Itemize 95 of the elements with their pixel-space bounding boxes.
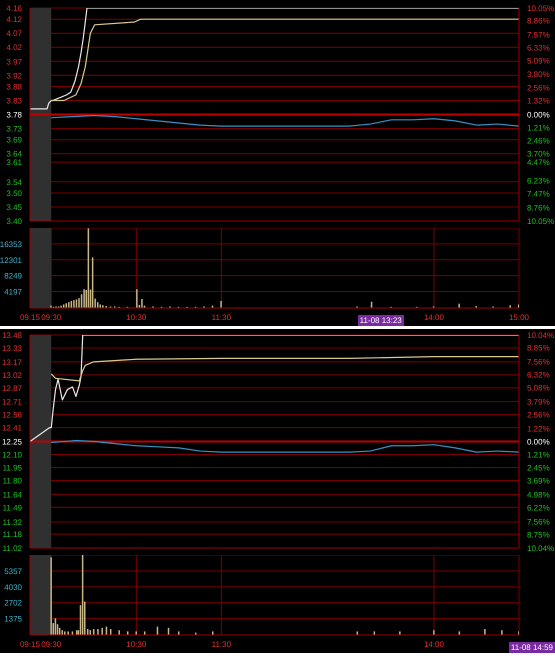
y-tick-label: 3.78	[6, 110, 23, 120]
y-tick-label: 13.48	[2, 331, 23, 340]
y-tick-label: 3.45	[6, 202, 23, 212]
y2-tick-label: 5.08%	[527, 384, 550, 393]
y-tick-label: 4.12	[6, 15, 23, 24]
y2-tick-label: 6.23%	[527, 176, 550, 186]
y-tick-label: 5357	[4, 567, 23, 576]
y-tick-label: 11.49	[2, 503, 23, 512]
x-tick-label: 14:00	[424, 640, 445, 649]
y-tick-label: 4030	[4, 582, 23, 592]
y-tick-label: 11.80	[2, 476, 23, 486]
y-tick-label: 4.16	[6, 4, 23, 13]
y-tick-label: 12.87	[2, 384, 23, 393]
y-tick-label: 4.07	[6, 29, 23, 38]
y2-tick-label: 7.56%	[527, 518, 550, 527]
y-tick-label: 3.92	[6, 71, 23, 80]
y-tick-label: 13.33	[2, 344, 23, 353]
y-tick-label: 3.97	[6, 57, 23, 66]
x-tick-label: 11:30	[212, 640, 232, 649]
y2-tick-label: 1.22%	[527, 424, 550, 434]
y-tick-label: 11.95	[2, 463, 23, 472]
y2-tick-label: 5.09%	[527, 56, 550, 66]
x-tick-label: 10:30	[126, 313, 147, 322]
y-tick-label: 11.64	[2, 490, 23, 500]
y-tick-label: 8249	[4, 272, 23, 281]
y-tick-label: 3.69	[6, 136, 23, 145]
y-tick-label: 11.32	[2, 518, 23, 528]
y-tick-label: 12.56	[2, 410, 23, 420]
y2-tick-label: 6.33%	[527, 43, 550, 52]
y2-tick-label: 7.56%	[527, 357, 550, 366]
y2-tick-label: 1.32%	[527, 96, 550, 106]
x-tick-label: 09:30	[41, 640, 62, 649]
x-tick-label: 14:00	[424, 313, 445, 322]
line-series	[50, 356, 519, 382]
y2-tick-label: 4.98%	[527, 490, 550, 500]
y-tick-label: 11.18	[2, 530, 23, 540]
y2-tick-label: 7.47%	[527, 190, 550, 199]
x-tick-label: 10:30	[126, 640, 147, 649]
y-tick-label: 16353	[0, 240, 23, 249]
y2-tick-label: 0.00%	[527, 438, 550, 446]
y2-tick-label: 0.00%	[527, 110, 550, 120]
y2-tick-label: 4.47%	[527, 158, 550, 167]
y2-tick-label: 10.05%	[527, 4, 554, 13]
x-tick-label: 09:30	[41, 313, 62, 322]
y-tick-label: 3.40	[6, 217, 23, 226]
y-tick-label: 13.02	[2, 370, 23, 380]
y-tick-label: 3.64	[6, 150, 23, 159]
y-tick-label: 3.88	[6, 82, 23, 92]
y2-tick-label: 10.04%	[527, 331, 554, 340]
x-tick-label: 09:15	[20, 640, 41, 649]
x-tick-label: 11:30	[212, 313, 232, 322]
y-tick-label: 12.41	[2, 424, 23, 433]
line-series	[30, 8, 519, 110]
y-tick-label: 12.10	[2, 450, 23, 460]
y-tick-label: 1375	[4, 614, 23, 624]
y2-tick-label: 3.80%	[527, 70, 550, 80]
y2-tick-label: 8.75%	[527, 530, 550, 540]
y2-tick-label: 1.21%	[527, 123, 550, 132]
line-series	[50, 18, 519, 102]
y-tick-label: 4.02	[6, 43, 23, 52]
y2-tick-label: 10.05%	[527, 217, 554, 226]
y-tick-label: 13.17	[2, 358, 23, 367]
y-tick-label: 12.25	[2, 438, 23, 446]
text: 11-08 14:59	[508, 642, 555, 653]
y-tick-label: 12301	[0, 256, 23, 265]
y-tick-label: 3.50	[6, 188, 23, 198]
y2-tick-label: 6.22%	[527, 503, 550, 512]
y2-tick-label: 2.56%	[527, 410, 550, 420]
y2-tick-label: 7.57%	[527, 30, 550, 40]
y2-tick-label: 3.79%	[527, 397, 550, 406]
y2-tick-label: 8.86%	[527, 16, 550, 26]
y-tick-label: 11.02	[2, 544, 23, 553]
x-tick-label: 15:00	[508, 313, 530, 322]
x-tick-label: 09:15	[20, 313, 41, 322]
y2-tick-label: 2.46%	[527, 136, 550, 146]
y2-tick-label: 2.56%	[527, 83, 550, 92]
line-series	[50, 114, 519, 127]
y-tick-label: 3.61	[6, 158, 23, 168]
y2-tick-label: 3.70%	[527, 150, 550, 159]
y-tick-label: 3.83	[6, 96, 23, 106]
y-tick-label: 4197	[4, 288, 23, 297]
line-series	[50, 440, 519, 453]
y-tick-label: 12.71	[2, 398, 23, 407]
y2-tick-label: 8.76%	[527, 203, 550, 212]
line-series	[30, 335, 519, 442]
y2-tick-label: 10.04%	[527, 544, 554, 553]
y2-tick-label: 8.85%	[527, 344, 550, 353]
y2-tick-label: 1.21%	[527, 450, 550, 460]
y2-tick-label: 6.32%	[527, 370, 550, 380]
y-tick-label: 3.54	[6, 178, 23, 187]
y2-tick-label: 3.69%	[527, 476, 550, 486]
y-tick-label: 3.73	[6, 124, 23, 134]
y2-tick-label: 2.45%	[527, 463, 550, 472]
y-tick-label: 2702	[4, 598, 23, 608]
text: 11-08 13:23	[358, 315, 404, 326]
